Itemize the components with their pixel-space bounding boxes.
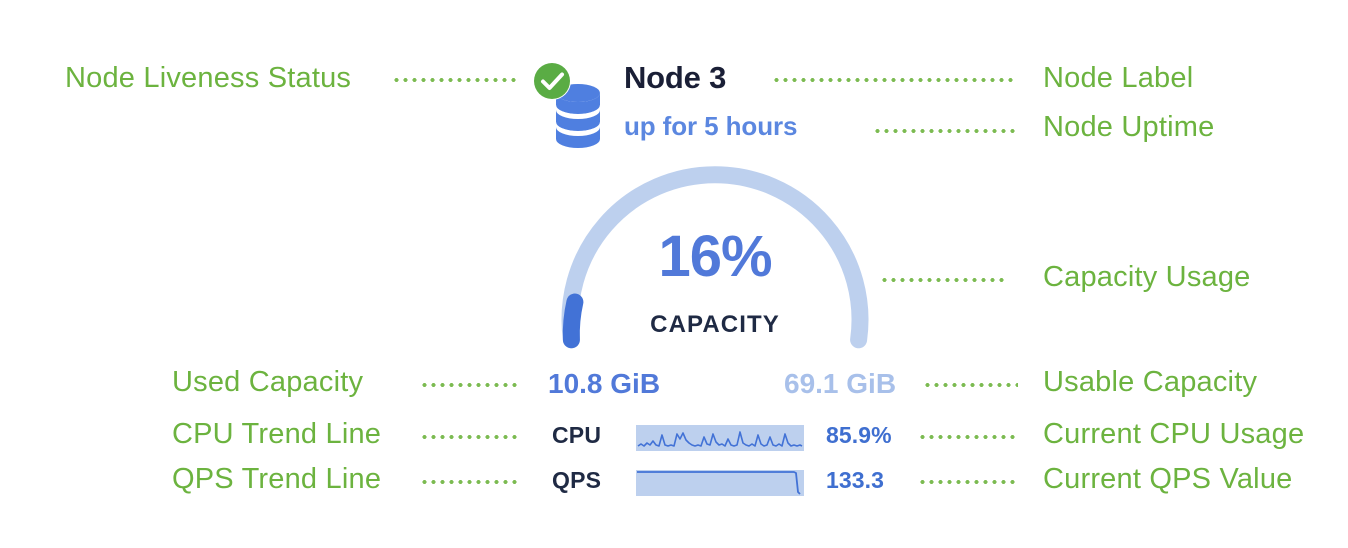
annotation-capacity-usage: Capacity Usage (1043, 261, 1251, 293)
leader-line-capacity-usage (880, 278, 1005, 282)
annotation-cpu-trend-line: CPU Trend Line (172, 418, 382, 450)
qps-trend-sparkline[interactable] (636, 470, 804, 496)
cpu-trend-sparkline[interactable] (636, 425, 804, 451)
annotation-node-label: Node Label (1043, 62, 1194, 94)
current-qps-value-value: 133.3 (826, 467, 885, 493)
qps-metric-label: QPS (552, 467, 602, 493)
node-liveness-status-icon[interactable] (530, 58, 606, 150)
cpu-sparkline-path (637, 431, 803, 447)
annotation-usable-capacity: Usable Capacity (1043, 366, 1258, 398)
leader-line-qps-trend-line (420, 480, 520, 484)
capacity-gauge (555, 160, 875, 375)
used-capacity-value: 10.8 GiB (548, 368, 661, 399)
current-cpu-usage-value: 85.9% (826, 422, 892, 448)
qps-sparkline-path (637, 471, 801, 495)
node-label-text[interactable]: Node 3 (624, 60, 727, 95)
capacity-percent-value: 16% (658, 224, 772, 289)
annotation-used-capacity: Used Capacity (172, 366, 364, 398)
database-check-icon (533, 62, 600, 148)
annotation-current-cpu-usage: Current CPU Usage (1043, 418, 1305, 450)
leader-line-current-cpu-usage (918, 435, 1018, 439)
annotation-node-uptime: Node Uptime (1043, 111, 1215, 143)
leader-line-cpu-trend-line (420, 435, 520, 439)
leader-line-node-uptime (873, 129, 1018, 133)
annotation-node-liveness-status: Node Liveness Status (65, 62, 352, 94)
usable-capacity-value: 69.1 GiB (784, 368, 897, 399)
leader-line-node-liveness-status (392, 78, 520, 82)
capacity-gauge-caption: CAPACITY (650, 311, 780, 338)
cpu-metric-label: CPU (552, 422, 602, 448)
annotation-current-qps-value: Current QPS Value (1043, 463, 1293, 495)
capacity-gauge-arc (561, 166, 869, 349)
leader-line-current-qps-value (918, 480, 1018, 484)
node-uptime-text: up for 5 hours (624, 111, 798, 141)
leader-line-used-capacity (420, 383, 520, 387)
annotation-qps-trend-line: QPS Trend Line (172, 463, 382, 495)
leader-line-node-label (772, 78, 1017, 82)
leader-line-usable-capacity (923, 383, 1018, 387)
